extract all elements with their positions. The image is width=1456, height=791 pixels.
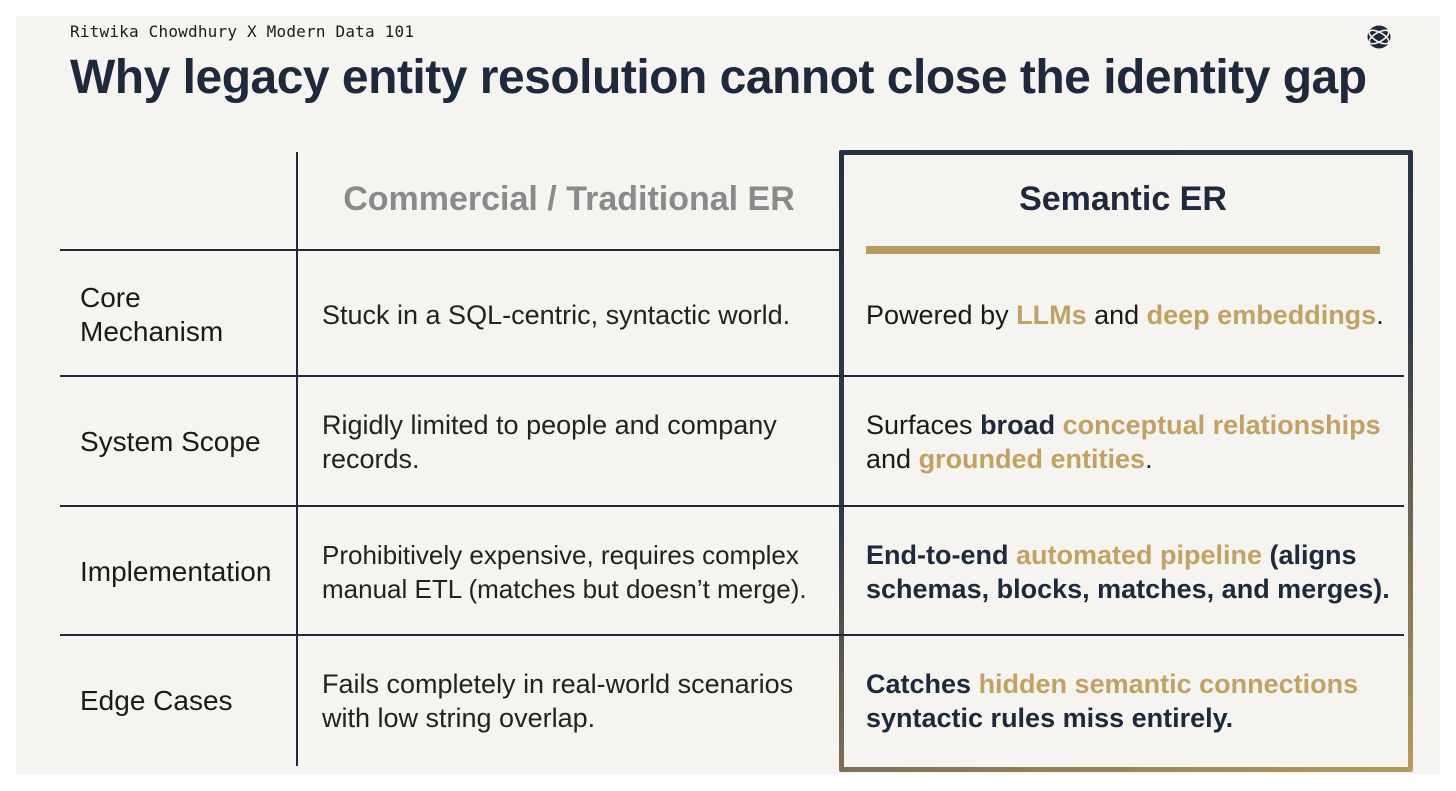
byline: Ritwika Chowdhury X Modern Data 101	[70, 22, 415, 41]
globe-icon	[1367, 25, 1391, 49]
row-label-core-mechanism: Core Mechanism	[80, 282, 224, 347]
text-segment	[1008, 540, 1016, 570]
row-divider	[60, 375, 1404, 377]
traditional-implementation: Prohibitively expensive, requires comple…	[322, 540, 807, 604]
bold-segment: broad	[980, 410, 1056, 440]
traditional-system-scope: Rigidly limited to people and company re…	[322, 410, 777, 474]
bold-segment: Catches	[866, 669, 972, 699]
row-label-system-scope: System Scope	[80, 426, 261, 457]
text-segment: and	[1086, 300, 1147, 330]
highlight-segment: automated pipeline	[1015, 540, 1263, 570]
highlight-segment: LLMs	[1016, 300, 1087, 330]
text-segment: .	[1145, 444, 1153, 474]
text-segment	[1262, 540, 1270, 570]
bold-segment: End-to-end	[866, 540, 1009, 570]
text-segment	[1055, 410, 1063, 440]
column-header-traditional: Commercial / Traditional ER	[343, 180, 795, 218]
highlight-segment: conceptual relationships	[1062, 410, 1381, 440]
semantic-edge-cases: Catches hidden semantic connections synt…	[866, 666, 1366, 736]
bold-segment: (aligns schemas, blocks, matches, and me…	[866, 540, 1390, 604]
row-divider	[60, 249, 842, 251]
semantic-column-highlight	[839, 150, 1413, 772]
semantic-implementation: End-to-end automated pipeline (aligns sc…	[866, 537, 1392, 607]
column-divider	[296, 152, 298, 766]
page-title: Why legacy entity resolution cannot clos…	[70, 51, 1367, 104]
highlight-segment: deep embeddings	[1146, 300, 1377, 330]
semantic-header-underline	[866, 246, 1380, 254]
text-segment: .	[1376, 300, 1384, 330]
column-header-semantic: Semantic ER	[1019, 180, 1227, 218]
row-label-edge-cases: Edge Cases	[80, 685, 233, 716]
text-segment: Surfaces	[866, 410, 981, 440]
row-divider	[60, 634, 1404, 636]
text-segment: Powered by	[866, 300, 1017, 330]
semantic-system-scope: Surfaces broad conceptual relationships …	[866, 407, 1392, 477]
text-segment	[971, 669, 979, 699]
row-divider	[60, 505, 1404, 507]
highlight-segment: grounded entities	[918, 444, 1146, 474]
highlight-segment: hidden semantic connections	[978, 669, 1359, 699]
bold-segment: syntactic rules miss entirely.	[866, 703, 1234, 733]
traditional-core-mechanism: Stuck in a SQL-centric, syntactic world.	[322, 300, 791, 330]
row-label-implementation: Implementation	[80, 556, 272, 587]
text-segment: and	[866, 444, 919, 474]
traditional-edge-cases: Fails completely in real-world scenarios…	[322, 669, 794, 733]
semantic-core-mechanism: Powered by LLMs and deep embeddings.	[866, 280, 1392, 350]
